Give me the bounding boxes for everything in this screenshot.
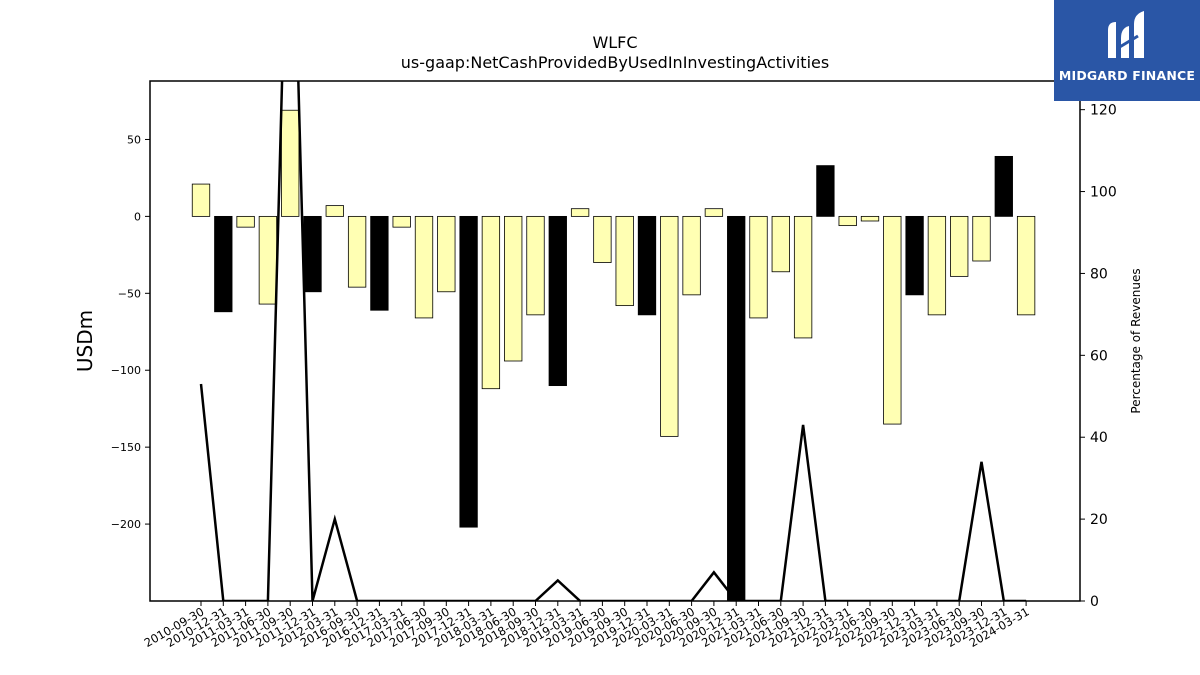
series-line	[199, 81, 1027, 601]
brand-logo: MIDGARD FINANCE	[1054, 0, 1200, 101]
bar	[347, 215, 367, 288]
plot-frame	[149, 80, 1081, 602]
y-tick-label: −150	[111, 441, 141, 454]
y2-tick-label: 60	[1090, 348, 1108, 364]
bar	[860, 215, 880, 222]
bar	[370, 215, 389, 311]
y2-tick-label: 40	[1090, 430, 1108, 446]
y-axis-label: USDm	[73, 310, 97, 372]
bar	[704, 208, 724, 217]
logo-mark-icon	[1108, 11, 1144, 58]
bar	[816, 165, 835, 217]
bar	[437, 215, 456, 293]
y-tick-label: 0	[134, 210, 141, 223]
y2-tick-label: 80	[1090, 266, 1108, 282]
bars-layer	[191, 109, 1036, 601]
bar	[504, 215, 523, 362]
bar	[303, 215, 322, 293]
y2-tick-label: 120	[1090, 103, 1117, 119]
bar	[214, 215, 233, 313]
bar	[927, 215, 947, 316]
bar	[325, 205, 344, 217]
bar	[727, 215, 746, 601]
bar	[682, 215, 701, 296]
y2-tick-label: 100	[1090, 185, 1117, 201]
y-tick-label: −50	[118, 287, 141, 300]
bar	[481, 215, 501, 390]
bar	[637, 215, 657, 316]
bar	[392, 215, 411, 228]
bar	[905, 215, 924, 296]
bar	[191, 183, 211, 217]
bar	[236, 215, 255, 228]
bar	[281, 109, 300, 217]
y-tick-label: −100	[111, 364, 141, 377]
y-tick-label: 50	[127, 133, 141, 146]
y2-tick-label: 20	[1090, 512, 1108, 528]
axes-layer: −200−150−100−500500204060801001202010-09…	[111, 80, 1117, 650]
bar	[660, 215, 679, 437]
y2-axis-label: Percentage of Revenues	[1129, 268, 1143, 413]
bar	[258, 215, 278, 305]
bar	[1016, 215, 1036, 316]
bar	[548, 215, 567, 387]
y-tick-label: −200	[111, 518, 141, 531]
line-layer	[199, 81, 1027, 601]
bar	[883, 215, 902, 425]
bar	[950, 215, 969, 277]
bar	[414, 215, 434, 319]
bar	[459, 215, 478, 528]
bar	[838, 215, 857, 227]
bar	[615, 215, 634, 307]
bar	[526, 215, 545, 316]
bar	[570, 208, 590, 217]
bar	[749, 215, 768, 319]
bar	[593, 215, 612, 263]
bar	[771, 215, 790, 273]
bar	[994, 155, 1013, 217]
logo-text: MIDGARD FINANCE	[1058, 68, 1196, 83]
bar	[972, 215, 991, 262]
chart-subtitle: us-gaap:NetCashProvidedByUsedInInvesting…	[401, 53, 829, 72]
y2-tick-label: 0	[1090, 594, 1099, 610]
chart-title: WLFC	[592, 33, 637, 52]
bar	[793, 215, 813, 339]
